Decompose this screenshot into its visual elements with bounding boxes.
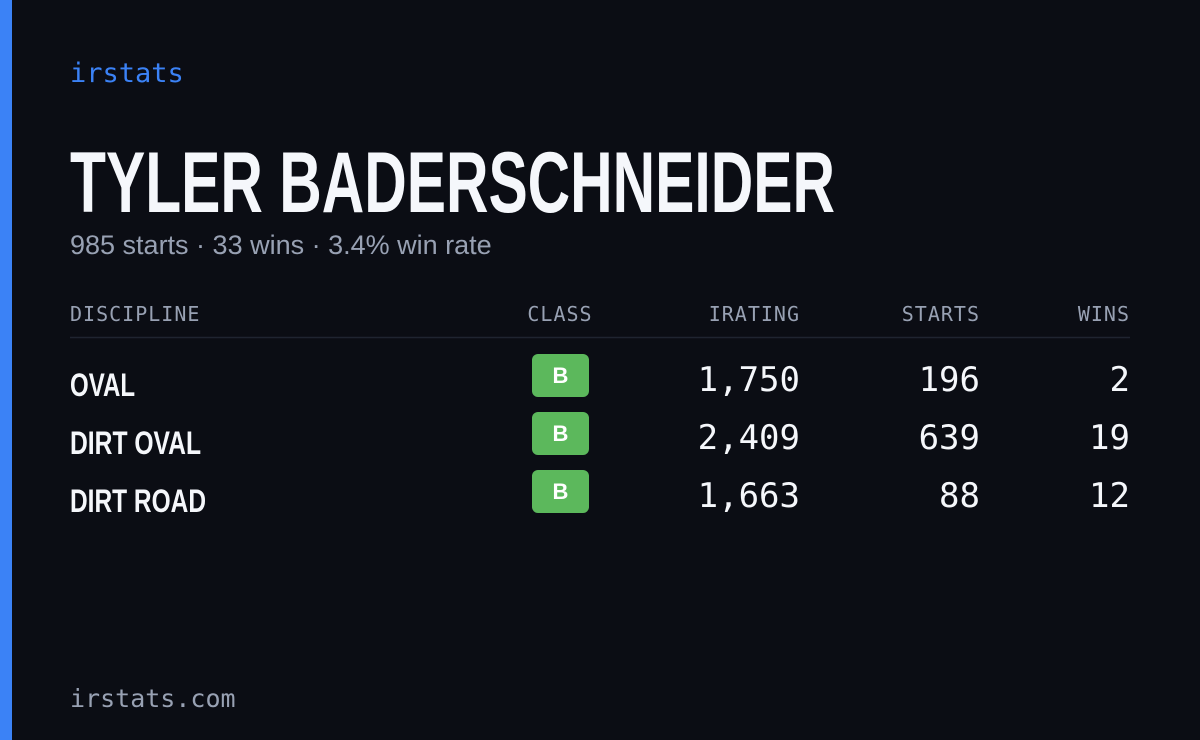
header-wins: WINS [1078,302,1130,326]
class-letter: B [553,479,569,504]
header-starts: STARTS [902,302,980,326]
summary: 985 starts · 33 wins · 3.4% win rate [70,230,492,260]
starts: 88 [939,476,980,516]
player-name: TYLER BADERSCHNEIDER [70,135,835,231]
table-row: OVAL B 1,750 196 2 [70,354,1130,403]
starts: 196 [919,360,980,400]
class-badge [532,470,589,513]
class-badge [532,354,589,397]
class-badge [532,412,589,455]
irating: 2,409 [698,418,800,458]
accent-bar [0,0,12,740]
class-letter: B [553,363,569,388]
discipline: OVAL [70,367,135,403]
brand: irstats [70,58,184,89]
wins: 19 [1089,418,1130,458]
discipline: DIRT OVAL [70,425,201,461]
starts: 639 [919,418,980,458]
class-letter: B [553,421,569,446]
table-row: DIRT ROAD B 1,663 88 12 [70,470,1130,519]
irating: 1,750 [698,360,800,400]
table-row: DIRT OVAL B 2,409 639 19 [70,412,1130,461]
header-irating: IRATING [709,302,800,326]
header-discipline: DISCIPLINE [70,302,200,326]
irating: 1,663 [698,476,800,516]
header-class: CLASS [527,302,592,326]
footer-url: irstats.com [70,684,236,713]
wins: 2 [1110,360,1130,400]
wins: 12 [1089,476,1130,516]
discipline: DIRT ROAD [70,483,206,519]
stats-table: DISCIPLINE CLASS IRATING STARTS WINS OVAL B 1,7… [70,302,1130,519]
